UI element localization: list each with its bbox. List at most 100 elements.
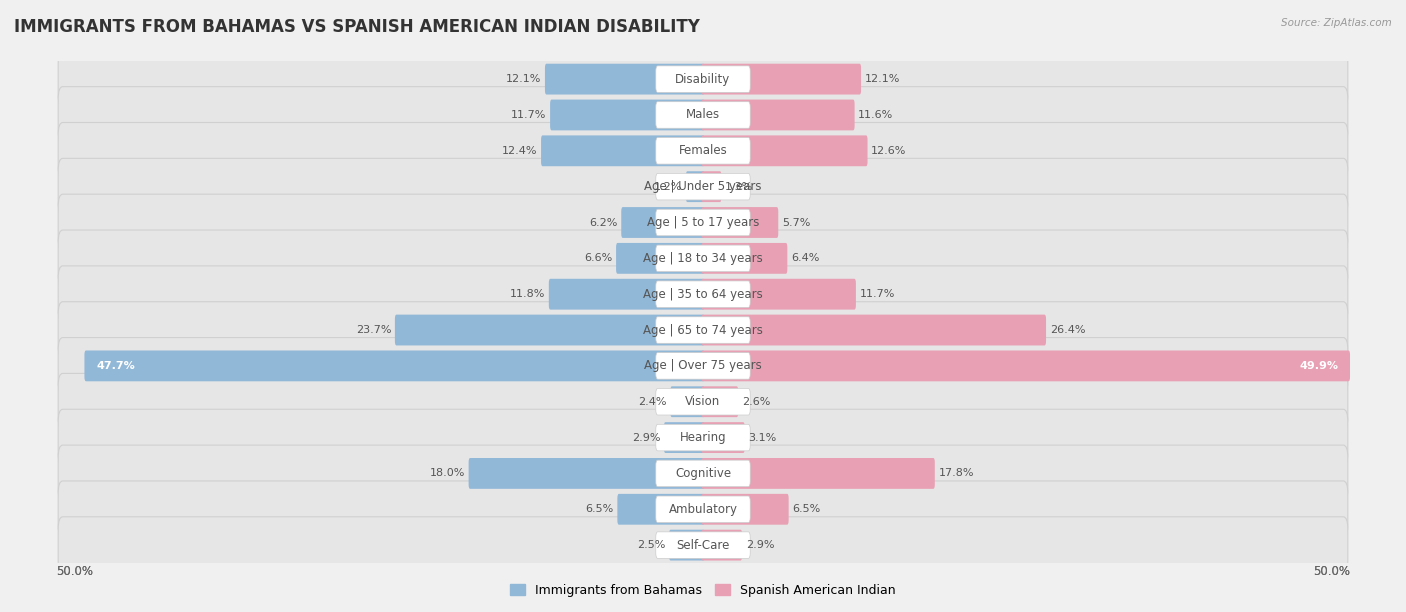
FancyBboxPatch shape xyxy=(655,317,751,343)
Text: 2.4%: 2.4% xyxy=(638,397,666,407)
FancyBboxPatch shape xyxy=(655,173,751,200)
Text: Females: Females xyxy=(679,144,727,157)
FancyBboxPatch shape xyxy=(655,245,751,272)
FancyBboxPatch shape xyxy=(546,64,704,94)
Text: Age | Over 75 years: Age | Over 75 years xyxy=(644,359,762,372)
FancyBboxPatch shape xyxy=(58,481,1348,537)
Text: 50.0%: 50.0% xyxy=(1313,565,1350,578)
FancyBboxPatch shape xyxy=(702,135,868,166)
Text: 47.7%: 47.7% xyxy=(97,361,135,371)
Text: 12.6%: 12.6% xyxy=(872,146,907,156)
Text: Cognitive: Cognitive xyxy=(675,467,731,480)
Text: 1.2%: 1.2% xyxy=(654,182,682,192)
FancyBboxPatch shape xyxy=(550,100,704,130)
Text: 18.0%: 18.0% xyxy=(430,468,465,479)
FancyBboxPatch shape xyxy=(58,159,1348,215)
FancyBboxPatch shape xyxy=(58,87,1348,143)
FancyBboxPatch shape xyxy=(468,458,704,489)
Text: 3.1%: 3.1% xyxy=(748,433,776,442)
Text: Age | Under 5 years: Age | Under 5 years xyxy=(644,180,762,193)
FancyBboxPatch shape xyxy=(58,338,1348,394)
FancyBboxPatch shape xyxy=(655,102,751,129)
Text: 1.3%: 1.3% xyxy=(725,182,754,192)
FancyBboxPatch shape xyxy=(655,138,751,164)
FancyBboxPatch shape xyxy=(671,386,704,417)
Text: 2.9%: 2.9% xyxy=(631,433,661,442)
FancyBboxPatch shape xyxy=(664,422,704,453)
FancyBboxPatch shape xyxy=(702,315,1046,345)
FancyBboxPatch shape xyxy=(655,460,751,487)
Text: 6.4%: 6.4% xyxy=(792,253,820,263)
Text: 11.7%: 11.7% xyxy=(512,110,547,120)
Text: 50.0%: 50.0% xyxy=(56,565,93,578)
FancyBboxPatch shape xyxy=(655,66,751,92)
FancyBboxPatch shape xyxy=(541,135,704,166)
Text: Vision: Vision xyxy=(685,395,721,408)
FancyBboxPatch shape xyxy=(655,353,751,379)
Text: 6.2%: 6.2% xyxy=(589,217,617,228)
Text: 12.1%: 12.1% xyxy=(865,74,900,84)
Text: 26.4%: 26.4% xyxy=(1050,325,1085,335)
Text: 11.7%: 11.7% xyxy=(859,289,894,299)
Text: Ambulatory: Ambulatory xyxy=(668,503,738,516)
FancyBboxPatch shape xyxy=(655,532,751,558)
Text: 2.6%: 2.6% xyxy=(742,397,770,407)
FancyBboxPatch shape xyxy=(395,315,704,345)
FancyBboxPatch shape xyxy=(58,517,1348,573)
FancyBboxPatch shape xyxy=(702,422,745,453)
Text: 11.8%: 11.8% xyxy=(510,289,546,299)
FancyBboxPatch shape xyxy=(702,243,787,274)
FancyBboxPatch shape xyxy=(58,409,1348,466)
FancyBboxPatch shape xyxy=(702,530,742,561)
FancyBboxPatch shape xyxy=(686,171,704,202)
Legend: Immigrants from Bahamas, Spanish American Indian: Immigrants from Bahamas, Spanish America… xyxy=(505,579,901,602)
Text: Age | 65 to 74 years: Age | 65 to 74 years xyxy=(643,324,763,337)
FancyBboxPatch shape xyxy=(58,373,1348,430)
Text: 12.4%: 12.4% xyxy=(502,146,537,156)
Text: Source: ZipAtlas.com: Source: ZipAtlas.com xyxy=(1281,18,1392,28)
FancyBboxPatch shape xyxy=(702,351,1350,381)
Text: 6.6%: 6.6% xyxy=(585,253,613,263)
FancyBboxPatch shape xyxy=(655,389,751,415)
FancyBboxPatch shape xyxy=(702,279,856,310)
Text: 49.9%: 49.9% xyxy=(1299,361,1339,371)
FancyBboxPatch shape xyxy=(702,494,789,524)
FancyBboxPatch shape xyxy=(58,194,1348,251)
FancyBboxPatch shape xyxy=(669,530,704,561)
Text: 2.9%: 2.9% xyxy=(745,540,775,550)
Text: Age | 35 to 64 years: Age | 35 to 64 years xyxy=(643,288,763,300)
FancyBboxPatch shape xyxy=(621,207,704,238)
FancyBboxPatch shape xyxy=(58,302,1348,359)
FancyBboxPatch shape xyxy=(655,281,751,307)
Text: Self-Care: Self-Care xyxy=(676,539,730,551)
FancyBboxPatch shape xyxy=(702,171,721,202)
FancyBboxPatch shape xyxy=(548,279,704,310)
FancyBboxPatch shape xyxy=(616,243,704,274)
FancyBboxPatch shape xyxy=(655,424,751,451)
Text: Disability: Disability xyxy=(675,73,731,86)
Text: 5.7%: 5.7% xyxy=(782,217,810,228)
Text: 11.6%: 11.6% xyxy=(858,110,893,120)
FancyBboxPatch shape xyxy=(655,496,751,523)
FancyBboxPatch shape xyxy=(58,51,1348,108)
Text: 6.5%: 6.5% xyxy=(585,504,614,514)
FancyBboxPatch shape xyxy=(617,494,704,524)
Text: 12.1%: 12.1% xyxy=(506,74,541,84)
FancyBboxPatch shape xyxy=(655,209,751,236)
FancyBboxPatch shape xyxy=(702,64,860,94)
FancyBboxPatch shape xyxy=(58,445,1348,502)
Text: 6.5%: 6.5% xyxy=(792,504,821,514)
FancyBboxPatch shape xyxy=(702,458,935,489)
FancyBboxPatch shape xyxy=(702,386,738,417)
Text: Hearing: Hearing xyxy=(679,431,727,444)
Text: IMMIGRANTS FROM BAHAMAS VS SPANISH AMERICAN INDIAN DISABILITY: IMMIGRANTS FROM BAHAMAS VS SPANISH AMERI… xyxy=(14,18,700,36)
FancyBboxPatch shape xyxy=(58,230,1348,286)
Text: 2.5%: 2.5% xyxy=(637,540,665,550)
Text: Males: Males xyxy=(686,108,720,121)
FancyBboxPatch shape xyxy=(84,351,704,381)
Text: 23.7%: 23.7% xyxy=(356,325,391,335)
FancyBboxPatch shape xyxy=(702,207,779,238)
Text: Age | 5 to 17 years: Age | 5 to 17 years xyxy=(647,216,759,229)
Text: 17.8%: 17.8% xyxy=(938,468,974,479)
FancyBboxPatch shape xyxy=(58,266,1348,323)
